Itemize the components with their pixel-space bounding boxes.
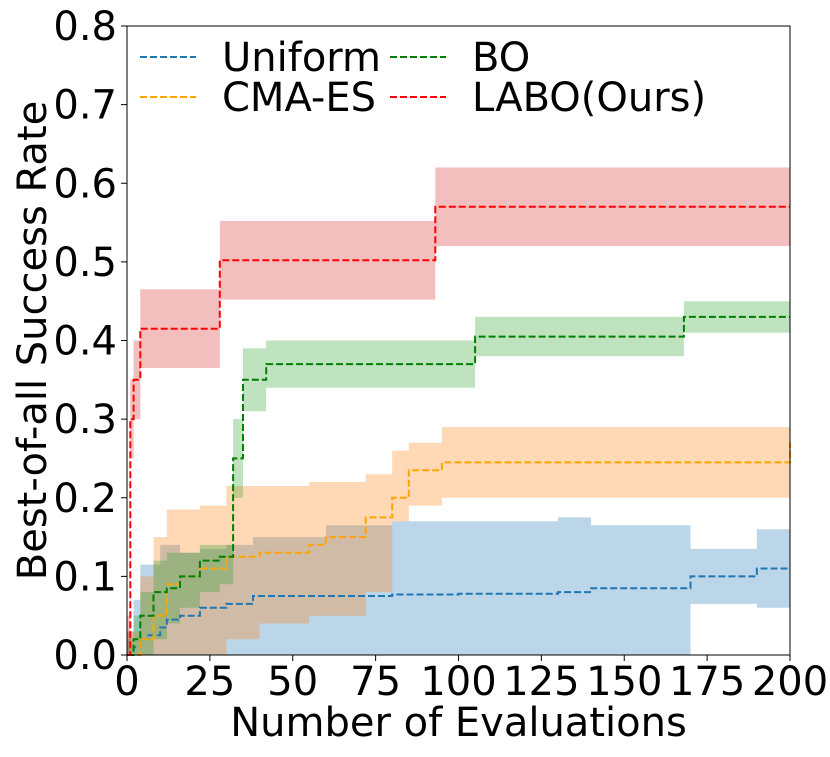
y-axis: 0.0 0.1 0.2 0.3 0.4 0.5 0.6 0.7 0.8 <box>53 4 127 679</box>
confidence-bands <box>127 167 790 655</box>
x-tick-label: 175 <box>669 659 745 705</box>
band-uniform <box>127 517 790 655</box>
x-tick-label: 100 <box>420 659 496 705</box>
band-labo-ours <box>127 167 790 655</box>
series-lines <box>127 205 791 656</box>
band-cma-es <box>127 427 790 655</box>
legend-item-cma-es: CMA-ES <box>140 75 376 121</box>
x-tick-label: 0 <box>114 659 139 705</box>
legend-item-labo: LABO(Ours) <box>390 75 706 121</box>
line-bo <box>127 315 790 656</box>
y-tick-label: 0.4 <box>53 319 117 365</box>
legend-item-uniform: Uniform <box>140 35 381 81</box>
band-bo <box>127 301 790 655</box>
y-tick-label: 0.7 <box>53 83 117 129</box>
y-tick-label: 0.0 <box>53 633 117 679</box>
y-tick-label: 0.2 <box>53 476 117 522</box>
x-axis: 0 25 50 75 100 125 150 175 200 <box>114 655 828 705</box>
y-tick-label: 0.3 <box>53 397 117 443</box>
y-tick-label: 0.5 <box>53 240 117 286</box>
legend-label-uniform: Uniform <box>222 35 381 81</box>
x-tick-label: 75 <box>350 659 401 705</box>
legend: Uniform CMA-ES BO LABO(Ours) <box>140 35 706 121</box>
legend-label-bo: BO <box>472 35 530 81</box>
legend-label-cma-es: CMA-ES <box>222 75 376 121</box>
legend-item-bo: BO <box>390 35 530 81</box>
line-labo-ours <box>127 205 790 656</box>
y-tick-label: 0.8 <box>53 4 117 50</box>
line-uniform <box>127 567 790 656</box>
line-cma-es <box>127 442 791 656</box>
y-axis-label: Best-of-all Success Rate <box>10 101 56 580</box>
legend-label-labo: LABO(Ours) <box>472 75 706 121</box>
x-tick-label: 150 <box>586 659 662 705</box>
x-tick-label: 25 <box>184 659 235 705</box>
y-tick-label: 0.6 <box>53 161 117 207</box>
x-axis-label: Number of Evaluations <box>230 700 687 746</box>
x-tick-label: 50 <box>267 659 318 705</box>
x-tick-label: 200 <box>752 659 828 705</box>
y-tick-label: 0.1 <box>53 554 117 600</box>
x-tick-label: 125 <box>503 659 579 705</box>
